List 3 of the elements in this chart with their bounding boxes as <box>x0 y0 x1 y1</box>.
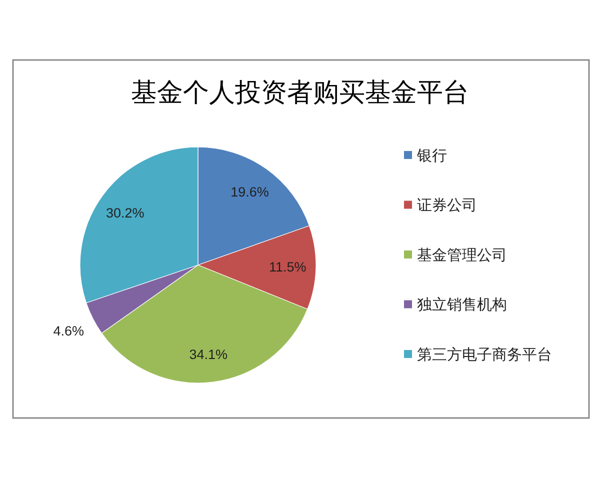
legend-label: 银行 <box>416 147 447 164</box>
title: 基金个人投资者购买基金平台 <box>131 77 469 107</box>
legend-label: 证券公司 <box>417 197 477 214</box>
